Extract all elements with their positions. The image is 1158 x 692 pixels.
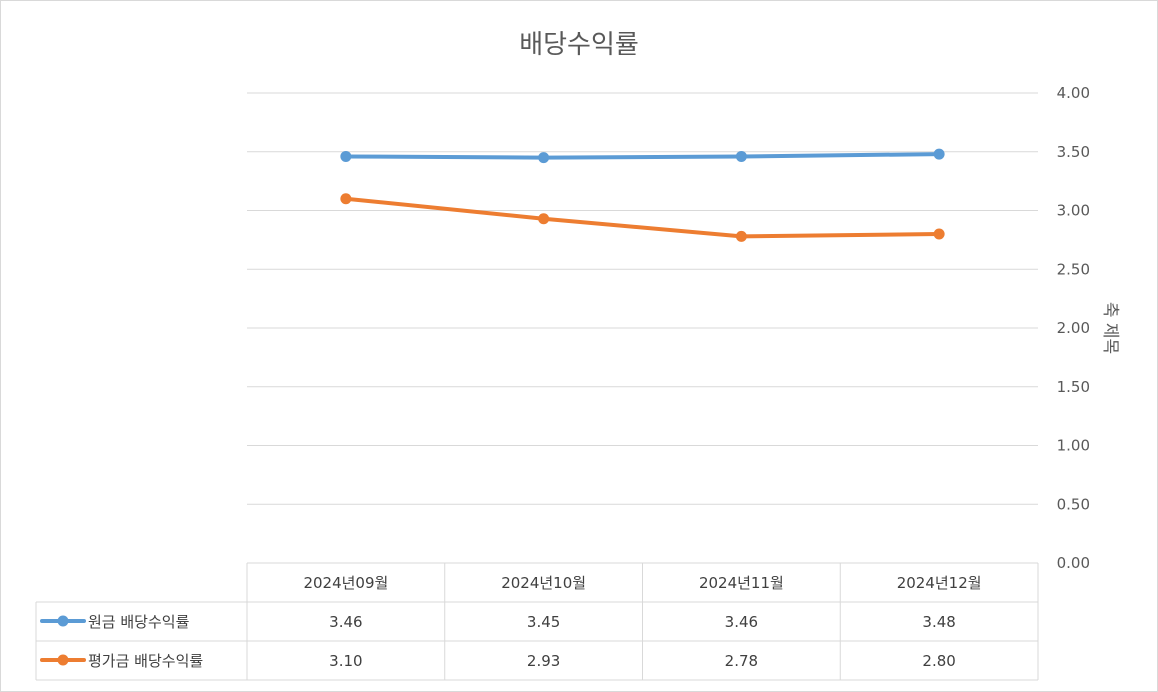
legend-key-marker [57,615,69,627]
category-label: 2024년09월 [303,574,388,592]
category-label: 2024년12월 [897,574,982,592]
y-axis-title: 축 제목 [1100,302,1120,354]
data-point [340,150,352,162]
data-point [735,230,747,242]
series-name: 평가금 배당수익률 [88,652,203,670]
table-value: 3.46 [329,613,362,631]
y-tick-label: 0.00 [1057,554,1090,572]
series-line [343,152,942,160]
data-point [735,150,747,162]
chart-title: 배당수익률 [519,30,639,60]
table-value: 3.45 [527,613,560,631]
data-point [340,193,352,205]
category-label: 2024년11월 [699,574,784,592]
y-tick-label: 0.50 [1057,495,1090,513]
gridlines [247,92,1038,564]
table-value: 2.93 [527,652,560,670]
table-value: 3.48 [922,613,955,631]
y-tick-label: 2.50 [1057,260,1090,278]
data-point [538,152,550,164]
series-layer [340,148,945,242]
y-tick-label: 1.50 [1057,378,1090,396]
table-value: 2.80 [922,652,955,670]
series-line [343,196,942,239]
y-axis-ticks: 0.00 0.50 1.00 1.50 2.00 2.50 3.00 3.50 4.00 [1057,84,1090,572]
data-point [933,148,945,160]
data-point [933,228,945,240]
y-tick-label: 2.00 [1057,319,1090,337]
data-point [538,213,550,225]
y-tick-label: 3.50 [1057,143,1090,161]
table-value: 3.46 [725,613,758,631]
table-value: 2.78 [725,652,758,670]
y-tick-label: 3.00 [1057,202,1090,220]
table-value: 3.10 [329,652,362,670]
legend-key-marker [57,654,69,666]
series-name: 원금 배당수익률 [88,613,190,631]
y-tick-label: 1.00 [1057,437,1090,455]
y-tick-label: 4.00 [1057,84,1090,102]
category-label: 2024년10월 [501,574,586,592]
